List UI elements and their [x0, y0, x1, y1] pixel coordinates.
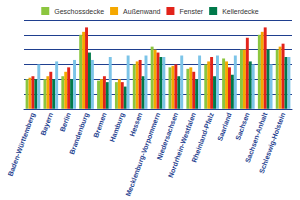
- svg-text:Kellerdecke: Kellerdecke: [222, 8, 259, 15]
- svg-text:Bremen: Bremen: [92, 112, 107, 139]
- svg-text:Hamburg: Hamburg: [108, 112, 126, 144]
- svg-text:Nordrhein-Westfalen: Nordrhein-Westfalen: [167, 112, 197, 179]
- svg-text:Mecklenburg-Vorpommern: Mecklenburg-Vorpommern: [124, 111, 162, 198]
- svg-text:Berlin: Berlin: [59, 112, 72, 133]
- svg-text:Rheinland-Pfalz: Rheinland-Pfalz: [190, 111, 215, 163]
- svg-text:Baden-Württemberg: Baden-Württemberg: [7, 112, 38, 178]
- svg-text:Bayern: Bayern: [39, 112, 55, 137]
- svg-text:Außenwand: Außenwand: [123, 8, 160, 15]
- svg-text:Schleswig-Holstein: Schleswig-Holstein: [258, 112, 287, 175]
- svg-text:Saarland: Saarland: [216, 112, 233, 142]
- svg-text:Sachsen: Sachsen: [234, 112, 250, 141]
- svg-text:Fenster: Fenster: [179, 8, 203, 15]
- svg-text:Sachsen-Anhalt: Sachsen-Anhalt: [243, 111, 269, 164]
- svg-text:Hessen: Hessen: [128, 112, 143, 138]
- svg-text:Brandenburg: Brandenburg: [68, 112, 91, 156]
- svg-text:Geschossdecke: Geschossdecke: [54, 8, 104, 15]
- svg-text:Niedersachsen: Niedersachsen: [155, 111, 180, 161]
